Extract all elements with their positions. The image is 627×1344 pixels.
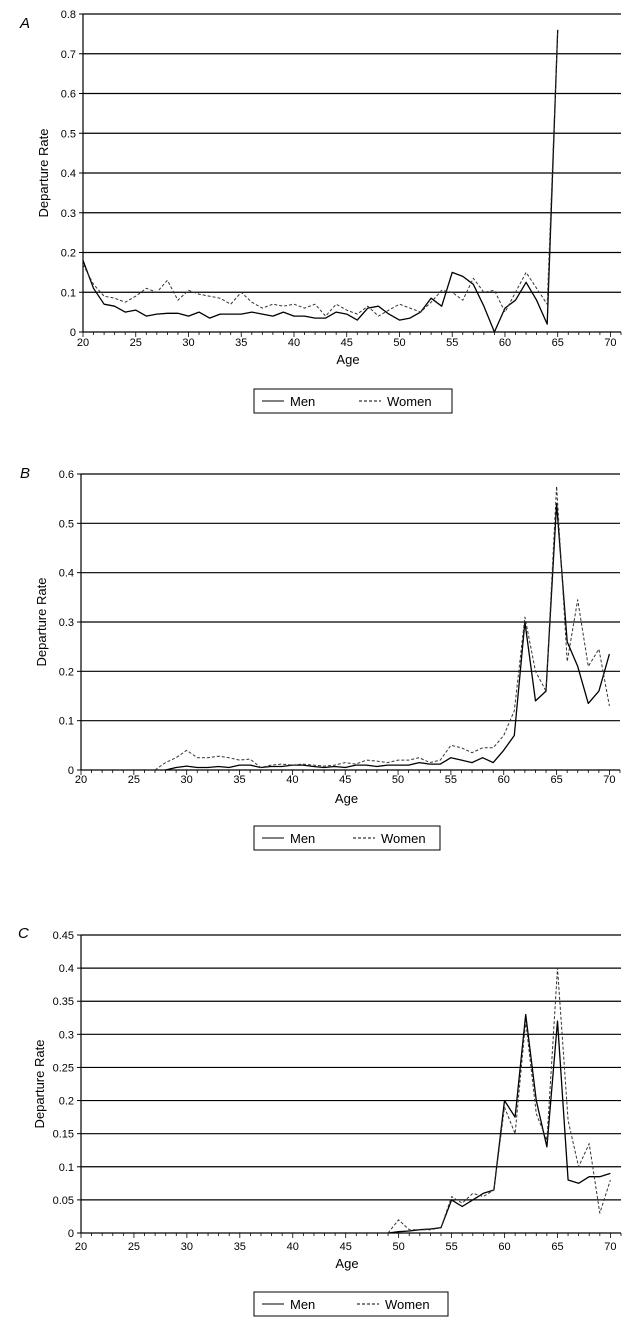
y-tick-label: 0.3: [59, 617, 74, 629]
y-tick-label: 0.05: [53, 1195, 74, 1207]
legend-box: [253, 825, 441, 851]
x-tick-label: 45: [339, 774, 351, 786]
x-tick-label: 45: [340, 1241, 352, 1253]
x-axis-title: Age: [335, 1256, 358, 1271]
y-axis-title: Departure Rate: [36, 129, 51, 218]
y-axis-title: Departure Rate: [34, 578, 49, 667]
x-tick-label: 65: [551, 1241, 563, 1253]
y-tick-label: 0.4: [61, 168, 76, 180]
x-tick-label: 60: [499, 337, 511, 349]
legend-label-women: Women: [381, 831, 426, 846]
x-tick-label: 30: [182, 337, 194, 349]
x-tick-label: 55: [445, 774, 457, 786]
series-line-men: [82, 29, 559, 333]
x-tick-label: 70: [603, 774, 615, 786]
y-tick-label: 0: [70, 327, 76, 339]
y-tick-label: 0.45: [53, 930, 74, 942]
x-tick-label: 50: [392, 774, 404, 786]
legend-box: [253, 1291, 449, 1317]
x-tick-label: 50: [393, 337, 405, 349]
legend-label-men: Men: [290, 394, 315, 409]
x-tick-label: 55: [446, 337, 458, 349]
y-tick-label: 0.4: [59, 568, 74, 580]
panel-label: C: [18, 925, 29, 942]
x-tick-label: 20: [75, 1241, 87, 1253]
panel-label: B: [20, 465, 30, 482]
legend-box: [253, 388, 453, 414]
y-axis-title: Departure Rate: [32, 1040, 47, 1129]
x-tick-label: 45: [341, 337, 353, 349]
legend-label-women: Women: [385, 1297, 430, 1312]
x-tick-label: 25: [128, 774, 140, 786]
y-tick-label: 0: [68, 1228, 74, 1240]
series-line-men: [165, 502, 611, 771]
legend: Men Women: [253, 1291, 449, 1317]
x-tick-label: 35: [233, 774, 245, 786]
y-tick-label: 0.25: [53, 1062, 74, 1074]
series-line-women: [154, 485, 610, 771]
y-tick-label: 0.1: [61, 287, 76, 299]
x-tick-label: 50: [393, 1241, 405, 1253]
legend: Men Women: [253, 388, 453, 414]
x-tick-label: 65: [550, 774, 562, 786]
y-tick-label: 0.3: [61, 208, 76, 220]
y-tick-label: 0.4: [59, 963, 74, 975]
y-tick-label: 0.1: [59, 1162, 74, 1174]
y-tick-label: 0: [68, 765, 74, 777]
y-tick-label: 0.15: [53, 1129, 74, 1141]
legend: Men Women: [253, 825, 441, 851]
chart-panel-b: B 0 0.1 0.2 0.3 0.4 0.5 0.6 20 25 30 35 40 45 50 55 60 65…: [20, 465, 621, 851]
y-tick-label: 0.1: [59, 716, 74, 728]
x-tick-label: 40: [288, 337, 300, 349]
y-tick-label: 0.8: [61, 9, 76, 21]
x-tick-label: 25: [130, 337, 142, 349]
legend-label-women: Women: [387, 394, 432, 409]
x-tick-label: 20: [77, 337, 89, 349]
x-tick-label: 30: [181, 1241, 193, 1253]
x-tick-label: 30: [181, 774, 193, 786]
y-tick-label: 0.5: [61, 128, 76, 140]
x-tick-label: 60: [498, 774, 510, 786]
x-axis-title: Age: [335, 791, 358, 806]
x-tick-label: 35: [234, 1241, 246, 1253]
y-tick-label: 0.2: [59, 1096, 74, 1108]
y-tick-label: 0.7: [61, 49, 76, 61]
y-tick-label: 0.6: [59, 469, 74, 481]
x-tick-label: 40: [287, 1241, 299, 1253]
y-tick-label: 0.5: [59, 518, 74, 530]
panel-label: A: [19, 15, 30, 32]
y-tick-label: 0.6: [61, 89, 76, 101]
chart-panel-a: A 0 0.1 0.2 0.3 0.4 0.5 0.6 0.7 0.8 20 25 30 35 40 45 50…: [19, 9, 622, 414]
x-tick-label: 70: [604, 337, 616, 349]
x-tick-label: 40: [286, 774, 298, 786]
chart-panel-c: C 0 0.05 0.1 0.15 0.2 0.25 0.3 0.35 0.4 0.45 20 25 30…: [18, 925, 622, 1317]
y-tick-label: 0.3: [59, 1029, 74, 1041]
x-tick-label: 65: [552, 337, 564, 349]
x-tick-label: 55: [445, 1241, 457, 1253]
legend-label-men: Men: [290, 1297, 315, 1312]
series-line-women: [82, 29, 559, 317]
x-tick-label: 25: [128, 1241, 140, 1253]
y-tick-label: 0.35: [53, 996, 74, 1008]
series-line-women: [387, 967, 611, 1234]
y-tick-label: 0.2: [59, 666, 74, 678]
legend-label-men: Men: [290, 831, 315, 846]
x-tick-label: 70: [604, 1241, 616, 1253]
x-axis-title: Age: [336, 352, 359, 367]
y-tick-label: 0.2: [61, 248, 76, 260]
x-tick-label: 20: [75, 774, 87, 786]
x-tick-label: 60: [498, 1241, 510, 1253]
x-tick-label: 35: [235, 337, 247, 349]
